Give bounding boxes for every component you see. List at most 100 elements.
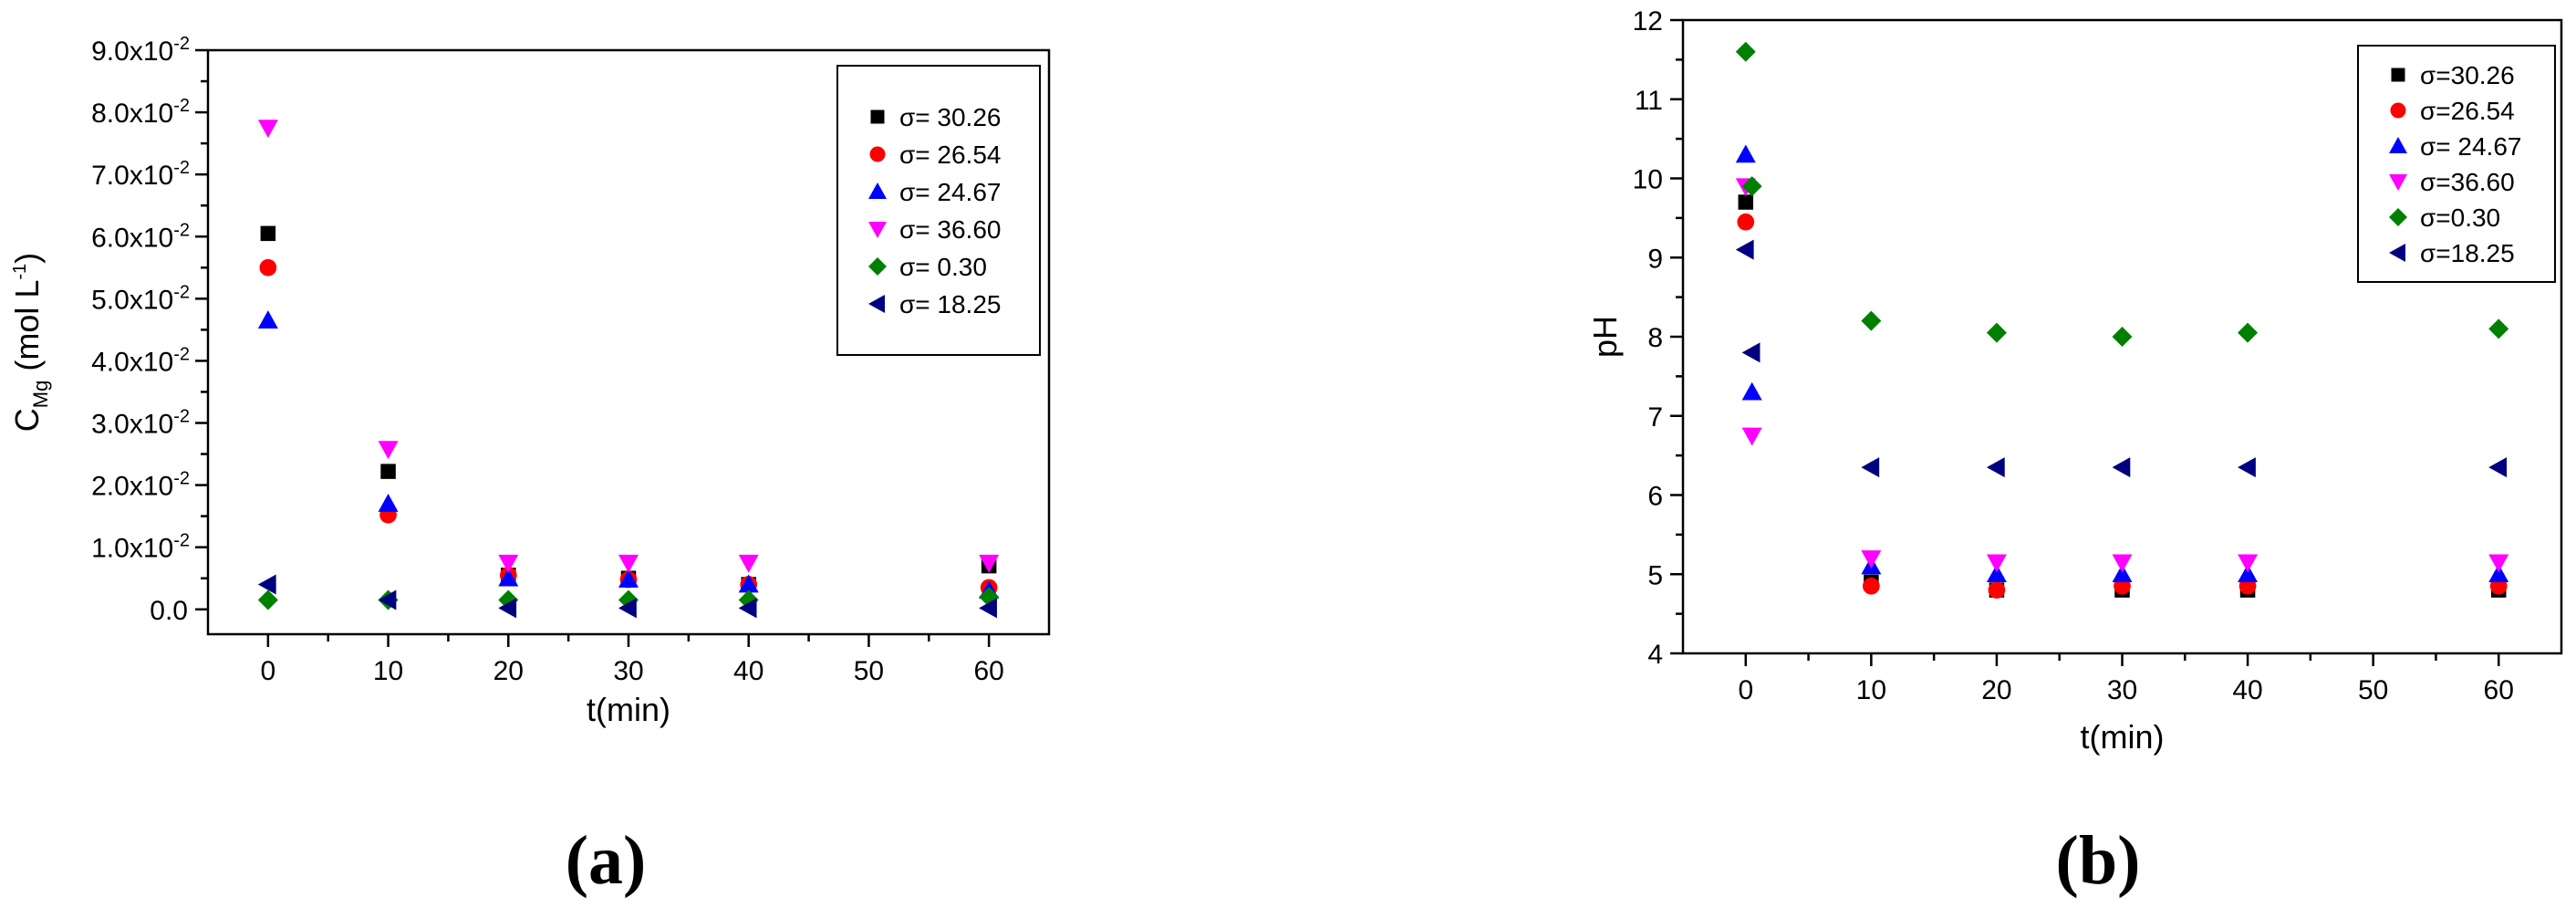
y-tick-label: 3.0x10-2 xyxy=(91,407,190,440)
x-tick-label: 10 xyxy=(373,656,403,686)
y-tick-label: 1.0x10-2 xyxy=(91,531,190,564)
data-point xyxy=(378,441,399,460)
data-point xyxy=(738,574,759,593)
data-point xyxy=(1988,581,2006,599)
data-point xyxy=(1861,310,1882,331)
data-point xyxy=(1735,41,1756,62)
legend-marker xyxy=(868,257,887,276)
data-point xyxy=(1735,144,1756,163)
data-point xyxy=(2238,554,2259,573)
data-point xyxy=(2488,554,2509,573)
x-axis-title: t(min) xyxy=(2081,718,2165,756)
x-tick-label: 40 xyxy=(2232,675,2262,705)
legend-label: σ=18.25 xyxy=(2420,239,2515,267)
legend-label: σ= 18.25 xyxy=(899,290,1001,318)
x-tick-label: 60 xyxy=(973,656,1003,686)
data-point xyxy=(738,598,757,619)
legend-marker xyxy=(2389,244,2405,262)
legend-label: σ= 30.26 xyxy=(899,103,1001,131)
y-tick-label: 9 xyxy=(1647,244,1663,274)
data-point xyxy=(1735,239,1754,260)
chart-panel-a: 0 10 20 30 40 50 60 0.0 1.0x10-2 2.0x10-2 3.0x10-2… xyxy=(8,34,1051,899)
data-point xyxy=(2238,457,2256,478)
data-point xyxy=(2238,322,2259,343)
series-3 xyxy=(1735,144,2509,583)
legend-marker xyxy=(870,110,885,124)
legend-label: σ=36.60 xyxy=(2420,168,2515,196)
legend-label: σ= 36.60 xyxy=(899,215,1001,244)
data-point xyxy=(618,569,639,588)
y-tick-label: 4 xyxy=(1647,640,1663,670)
data-point xyxy=(1861,550,1882,569)
legend-marker xyxy=(868,222,887,238)
x-tick-label: 50 xyxy=(854,656,884,686)
y-tick-label: 6.0x10-2 xyxy=(91,220,190,253)
legend-marker xyxy=(868,295,885,313)
x-tick-label: 30 xyxy=(613,656,643,686)
data-point xyxy=(257,589,278,610)
y-tick-label: 0.0 xyxy=(150,596,188,626)
data-point xyxy=(1986,322,2007,343)
data-point xyxy=(1986,457,2005,478)
panel-label: (a) xyxy=(566,822,647,899)
data-point xyxy=(1741,381,1762,401)
data-point xyxy=(1737,213,1755,231)
data-point xyxy=(1738,194,1754,210)
legend: σ=30.26 σ=26.54 σ= 24.67 σ=36.60 σ=0.30 σ=18.… xyxy=(2357,45,2556,283)
y-tick-label: 12 xyxy=(1633,6,1663,37)
legend-marker xyxy=(869,146,886,162)
legend-marker xyxy=(2390,102,2406,119)
panel-label: (b) xyxy=(2056,822,2141,899)
legend-label: σ= 24.67 xyxy=(2420,132,2521,161)
data-point xyxy=(2488,318,2509,339)
legend-marker xyxy=(868,183,887,199)
y-tick-label: 11 xyxy=(1635,86,1663,116)
y-tick-label: 8 xyxy=(1647,323,1663,353)
y-tick-label: 10 xyxy=(1633,165,1663,195)
legend-marker xyxy=(2389,137,2407,153)
legend-label: σ=30.26 xyxy=(2420,61,2515,89)
legend-marker xyxy=(2389,208,2407,226)
data-point xyxy=(618,554,639,573)
legend-box xyxy=(2357,45,2556,283)
data-point xyxy=(1986,564,2007,583)
series-6 xyxy=(257,574,997,619)
data-point xyxy=(2488,564,2509,583)
chart-panel-b: 0 10 20 30 40 50 60 4 5 6 7 8 9 10 11 12 t(min) pH σ=30.26… xyxy=(1586,6,2563,899)
data-point xyxy=(257,120,278,139)
data-point xyxy=(498,554,519,573)
y-tick-label: 7.0x10-2 xyxy=(91,158,190,191)
legend-label: σ= 26.54 xyxy=(899,141,1001,169)
y-axis-title: pH xyxy=(1586,316,1624,358)
data-point xyxy=(1986,554,2007,573)
series-6 xyxy=(1735,239,2508,478)
x-axis-title: t(min) xyxy=(587,691,670,728)
legend: σ= 30.26 σ= 26.54 σ= 24.67 σ= 36.60 σ= 0.30 σ… xyxy=(836,65,1041,356)
x-tick-label: 20 xyxy=(493,656,524,686)
y-tick-label: 4.0x10-2 xyxy=(91,344,190,377)
data-point xyxy=(378,494,399,512)
data-point xyxy=(618,598,637,619)
series-4 xyxy=(257,120,1000,573)
data-point xyxy=(2112,564,2133,583)
x-tick-label: 30 xyxy=(2107,675,2137,705)
data-point xyxy=(2112,554,2133,573)
data-point xyxy=(1741,342,1761,363)
x-tick-label: 20 xyxy=(1981,675,2011,705)
legend-label: σ=0.30 xyxy=(2420,203,2500,232)
y-tick-label: 7 xyxy=(1647,402,1663,433)
x-tick-label: 60 xyxy=(2484,675,2514,705)
y-axis-title: CMg (mol L-1) xyxy=(8,253,52,432)
x-tick-label: 0 xyxy=(1738,675,1753,705)
y-tick-label: 6 xyxy=(1647,482,1663,512)
data-point xyxy=(1741,176,1762,197)
legend-marker xyxy=(2389,174,2407,191)
series-5 xyxy=(1735,41,2509,347)
data-point xyxy=(2112,327,2133,347)
data-point xyxy=(257,574,276,595)
y-tick-label: 5.0x10-2 xyxy=(91,282,190,315)
data-point xyxy=(2238,564,2259,583)
data-point xyxy=(378,589,397,610)
data-point xyxy=(738,554,759,573)
